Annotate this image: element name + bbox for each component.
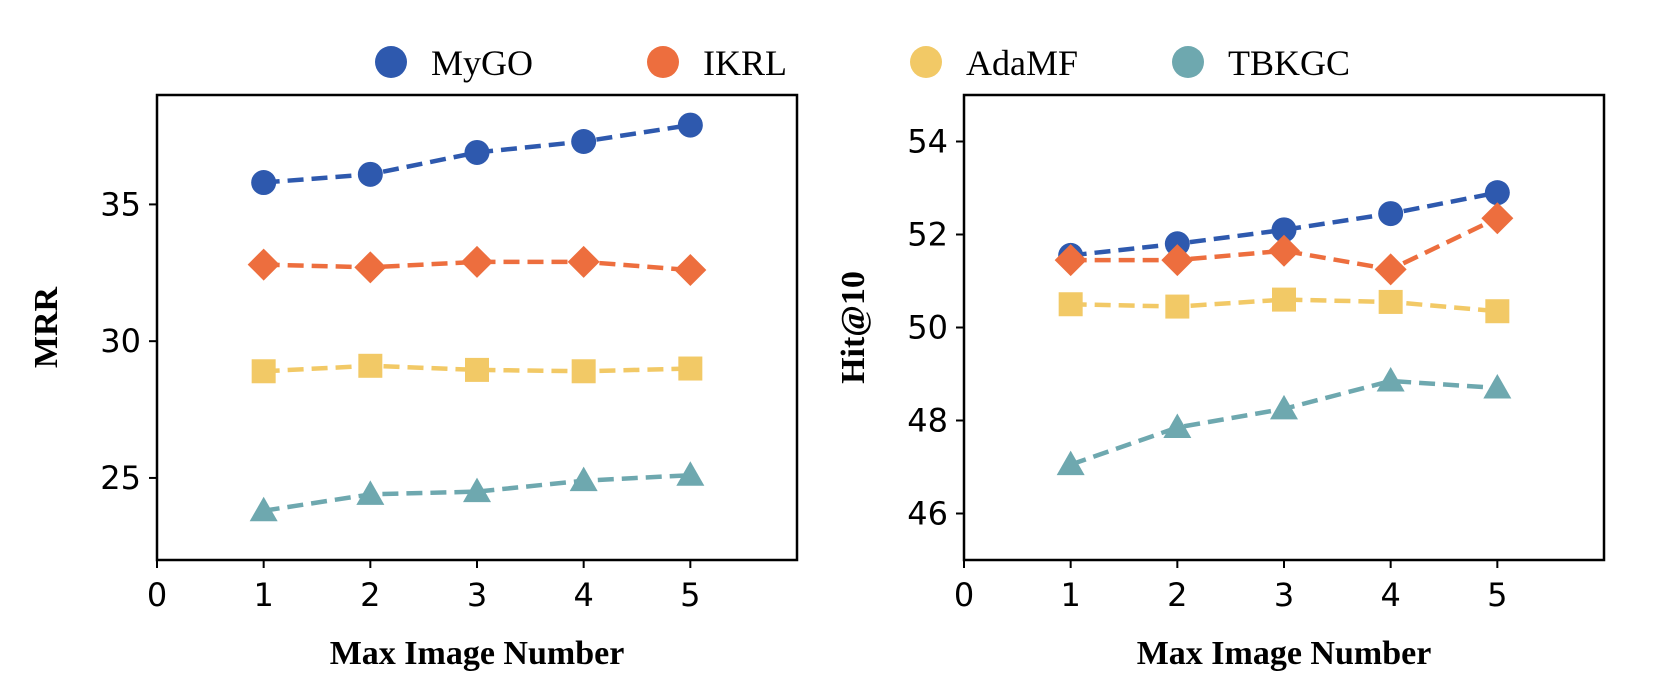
data-point-ikrl	[567, 245, 600, 278]
y-tick-label: 30	[100, 322, 141, 360]
data-point-mygo	[1378, 201, 1404, 227]
x-axis-label: Max Image Number	[1137, 635, 1432, 672]
y-axis-label: MRR	[28, 286, 65, 368]
legend-marker-tbkgc	[1172, 46, 1204, 78]
data-point-tbkgc	[1163, 413, 1192, 438]
data-point-tbkgc	[356, 480, 385, 505]
x-tick-label: 0	[147, 576, 167, 614]
x-tick-label: 5	[1487, 576, 1507, 614]
data-point-mygo	[1484, 180, 1510, 206]
data-point-tbkgc	[569, 466, 598, 492]
x-tick-label: 2	[360, 576, 380, 614]
legend-marker-mygo	[375, 46, 407, 78]
data-point-tbkgc	[1056, 450, 1085, 476]
data-point-ikrl	[674, 254, 707, 287]
x-tick-label: 3	[1274, 576, 1294, 614]
legend-label-adamf: AdaMF	[966, 43, 1078, 83]
x-tick-label: 4	[573, 576, 593, 614]
x-tick-label: 5	[680, 576, 700, 614]
data-point-adamf	[678, 356, 703, 381]
data-point-ikrl	[1481, 202, 1514, 235]
data-point-adamf	[571, 359, 596, 384]
data-point-tbkgc	[463, 477, 491, 503]
data-point-adamf	[465, 357, 489, 382]
mrr-chart: 0 1 2 3 4 5 25 30 35 Max Image Number MRR	[28, 93, 799, 672]
data-point-mygo	[464, 139, 490, 165]
data-point-mygo	[251, 170, 277, 196]
y-tick-label: 25	[100, 459, 141, 497]
series-line-tbkgc	[1069, 378, 1498, 467]
plot-frame	[962, 93, 1606, 562]
x-axis-label: Max Image Number	[330, 635, 625, 672]
data-point-tbkgc	[1483, 373, 1512, 399]
data-point-adamf	[1165, 294, 1190, 319]
hit10-chart: 0 1 2 3 4 5 46 48 50 52 54 Max Image Number Hit@10	[835, 93, 1606, 672]
data-point-tbkgc	[1376, 366, 1405, 392]
data-point-mygo	[677, 112, 703, 138]
data-point-ikrl	[461, 245, 493, 278]
y-axis-label: Hit@10	[835, 271, 872, 384]
data-point-adamf	[1272, 287, 1296, 312]
data-point-ikrl	[247, 248, 280, 281]
data-point-adamf	[1485, 299, 1510, 324]
series-line-ikrl	[1070, 216, 1499, 272]
legend-marker-adamf	[910, 46, 942, 78]
y-tick-label: 35	[100, 185, 141, 223]
legend-label-ikrl: IKRL	[703, 43, 787, 83]
legend-label-mygo: MyGO	[431, 43, 533, 83]
legend-marker-ikrl	[647, 46, 679, 78]
data-point-mygo	[571, 129, 597, 154]
data-point-tbkgc	[676, 461, 705, 486]
data-point-ikrl	[354, 251, 387, 284]
data-point-ikrl	[1161, 244, 1194, 277]
x-tick-label: 1	[1060, 576, 1080, 614]
y-tick-label: 52	[907, 216, 948, 254]
x-tick-label: 2	[1167, 576, 1187, 614]
data-point-mygo	[1271, 217, 1297, 243]
legend-label-tbkgc: TBKGC	[1228, 43, 1350, 83]
data-point-adamf	[251, 359, 276, 384]
x-tick-label: 3	[467, 576, 487, 614]
y-tick-label: 46	[907, 495, 948, 533]
y-tick-label: 54	[907, 123, 948, 161]
data-point-ikrl	[1054, 244, 1087, 277]
data-point-adamf	[358, 353, 383, 378]
data-point-mygo	[1164, 231, 1190, 257]
data-point-tbkgc	[1270, 394, 1298, 420]
data-point-ikrl	[1374, 253, 1407, 286]
x-tick-label: 0	[954, 576, 974, 614]
data-point-ikrl	[1268, 234, 1300, 267]
data-point-adamf	[1058, 292, 1083, 317]
data-point-mygo	[357, 161, 383, 187]
legend: MyGO IKRL AdaMF TBKGC	[375, 43, 1350, 83]
y-tick-label: 48	[907, 402, 948, 440]
x-tick-label: 1	[253, 576, 273, 614]
y-tick-label: 50	[907, 309, 948, 347]
data-point-tbkgc	[249, 496, 278, 522]
x-tick-label: 4	[1380, 576, 1400, 614]
data-point-adamf	[1378, 289, 1403, 314]
